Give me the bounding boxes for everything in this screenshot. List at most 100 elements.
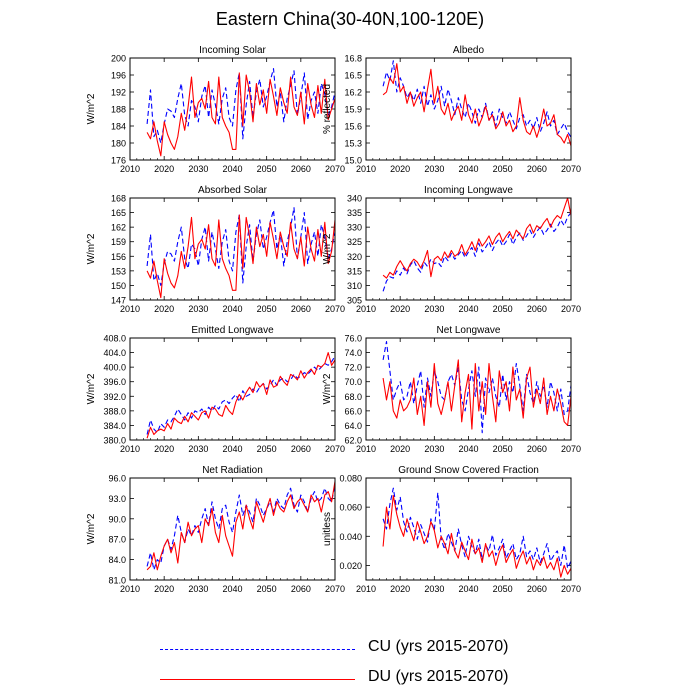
x-tick-label: 2060 (291, 304, 311, 314)
y-tick-label: 200 (111, 54, 126, 64)
series-line-cu (382, 487, 572, 569)
x-tick-label: 2010 (120, 444, 140, 454)
y-tick-label: 408.0 (103, 334, 126, 344)
x-tick-label: 2020 (390, 304, 410, 314)
x-tick-label: 2060 (527, 444, 547, 454)
x-tick-label: 2070 (561, 164, 581, 174)
x-tick-label: 2010 (120, 304, 140, 314)
y-tick-label: 0.080 (339, 474, 362, 484)
y-tick-label: 162 (111, 223, 126, 233)
plot-frame (129, 477, 336, 581)
y-tick-label: 70.0 (344, 377, 362, 387)
chart-net-longwave: Net Longwave W/m^2 2010 2020 2030 2040 2050 206… (322, 325, 581, 454)
plot-frame (365, 57, 572, 161)
x-tick-label: 2040 (458, 584, 478, 594)
y-tick-label: 74.0 (344, 348, 362, 358)
y-axis-label: W/m^2 (86, 373, 97, 404)
chart-title: Absorbed Solar (198, 185, 268, 196)
legend-label-cu: CU (yrs 2015-2070) (368, 638, 509, 655)
x-tick-label: 2020 (154, 164, 174, 174)
x-tick-label: 2010 (356, 304, 376, 314)
x-tick-label: 2050 (493, 164, 513, 174)
series-line-du (146, 72, 336, 157)
x-tick-label: 2020 (154, 584, 174, 594)
series-line-cu (146, 484, 336, 571)
x-tick-label: 2030 (424, 584, 444, 594)
legend-label-du: DU (yrs 2015-2070) (368, 668, 509, 685)
chart-title: Albedo (453, 45, 485, 56)
chart-albedo: Albedo % reflected 2010 2020 2030 2040 2050 206… (322, 45, 581, 174)
chart-title: Incoming Longwave (424, 185, 513, 196)
y-tick-label: 310 (347, 281, 362, 291)
y-tick-label: 156 (111, 252, 126, 262)
y-tick-label: 196 (111, 71, 126, 81)
y-tick-label: 335 (347, 208, 362, 218)
y-tick-label: 165 (111, 208, 126, 218)
legend-line-du (160, 679, 355, 680)
y-tick-label: 380.0 (103, 436, 126, 446)
x-tick-label: 2070 (561, 304, 581, 314)
y-tick-label: 330 (347, 223, 362, 233)
x-tick-label: 2070 (325, 164, 345, 174)
x-tick-label: 2040 (458, 164, 478, 174)
y-tick-label: 15.9 (344, 105, 362, 115)
plot-frame (365, 197, 572, 301)
x-tick-label: 2060 (291, 584, 311, 594)
y-tick-label: 340 (347, 194, 362, 204)
x-tick-label: 2020 (154, 304, 174, 314)
y-tick-label: 159 (111, 237, 126, 247)
x-tick-label: 2030 (188, 584, 208, 594)
x-tick-label: 2070 (325, 584, 345, 594)
series-line-du (382, 197, 572, 279)
x-tick-label: 2040 (222, 304, 242, 314)
x-tick-label: 2050 (257, 444, 277, 454)
y-tick-label: 400.0 (103, 363, 126, 373)
y-tick-label: 62.0 (344, 436, 362, 446)
x-tick-label: 2040 (458, 304, 478, 314)
y-axis-label: W/m^2 (86, 513, 97, 544)
chart-title: Emitted Longwave (191, 325, 274, 336)
x-tick-label: 2030 (188, 164, 208, 174)
x-tick-label: 2040 (222, 164, 242, 174)
chart-title: Ground Snow Covered Fraction (398, 465, 539, 476)
y-tick-label: 93.0 (108, 494, 126, 504)
legend-line-cu (160, 649, 355, 650)
x-tick-label: 2020 (390, 444, 410, 454)
y-tick-label: 64.0 (344, 421, 362, 431)
x-tick-label: 2030 (424, 444, 444, 454)
y-tick-label: 16.2 (344, 88, 362, 98)
series-line-du (146, 481, 336, 571)
x-tick-label: 2010 (356, 584, 376, 594)
x-tick-label: 2040 (222, 584, 242, 594)
plot-frame (365, 337, 572, 441)
x-tick-label: 2030 (424, 164, 444, 174)
x-tick-label: 2060 (527, 304, 547, 314)
y-tick-label: 188 (111, 105, 126, 115)
y-tick-label: 16.5 (344, 71, 362, 81)
x-tick-label: 2040 (222, 444, 242, 454)
y-tick-label: 176 (111, 156, 126, 166)
y-tick-label: 192 (111, 88, 126, 98)
x-tick-label: 2010 (120, 164, 140, 174)
x-tick-label: 2060 (527, 584, 547, 594)
y-tick-label: 81.0 (108, 576, 126, 586)
y-tick-label: 384.0 (103, 421, 126, 431)
y-tick-label: 68.0 (344, 392, 362, 402)
x-tick-label: 2060 (527, 164, 547, 174)
y-tick-label: 15.6 (344, 122, 362, 132)
series-line-du (146, 352, 336, 439)
y-tick-label: 16.8 (344, 54, 362, 64)
plot-frame (129, 337, 336, 441)
y-tick-label: 147 (111, 296, 126, 306)
y-tick-label: 15.0 (344, 156, 362, 166)
y-tick-label: 184 (111, 122, 126, 132)
chart-emitted-longwave: Emitted Longwave W/m^2 2010 2020 2030 2040 205… (86, 325, 345, 454)
chart-incoming-longwave: Incoming Longwave W/m^2 2010 2020 2030 2040 20… (322, 185, 581, 314)
series-line-du (382, 494, 572, 578)
x-tick-label: 2070 (325, 304, 345, 314)
x-tick-label: 2060 (291, 164, 311, 174)
y-tick-label: 305 (347, 296, 362, 306)
x-tick-label: 2040 (458, 444, 478, 454)
x-tick-label: 2050 (493, 444, 513, 454)
